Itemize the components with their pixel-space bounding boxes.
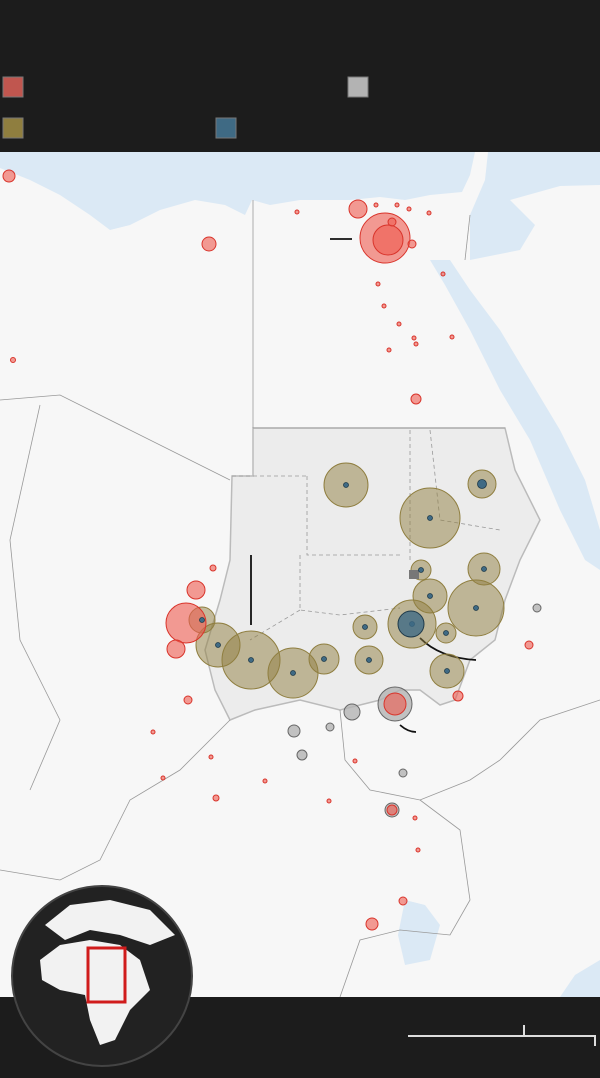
marker [372,224,404,256]
marker [427,593,433,599]
marker [387,217,397,227]
marker [209,564,217,572]
marker [443,630,449,636]
marker [362,624,368,630]
marker [296,749,308,761]
sea [560,960,600,997]
locator-globe [11,885,193,1067]
marker [166,639,186,659]
legend-swatch [215,117,237,139]
sea [470,152,600,260]
marker [396,321,402,327]
marker [352,758,358,764]
marker [413,341,419,347]
marker [386,804,398,816]
borders [0,200,600,998]
marker [365,917,379,931]
marker [410,393,422,405]
leader-lines [250,238,477,733]
marker [287,724,301,738]
marker [183,695,193,705]
marker [199,617,205,623]
marker [375,281,381,287]
marker [394,202,400,208]
marker [212,794,220,802]
marker [366,657,372,663]
marker [381,303,387,309]
marker [343,703,361,721]
marker [325,722,335,732]
marker [186,580,206,600]
marker [440,271,446,277]
marker [348,199,368,219]
marker [10,357,16,363]
marker [165,602,207,644]
header [0,0,600,152]
marker [383,692,407,716]
marker [398,768,408,778]
marker [343,482,349,488]
marker [473,605,479,611]
marker [409,570,419,579]
marker [412,815,418,821]
marker [373,202,379,208]
scale-bar [408,1025,596,1046]
marker [449,334,455,340]
marker [407,239,417,249]
marker [326,798,332,804]
marker [532,603,542,613]
marker [321,656,327,662]
marker [215,642,221,648]
markers [2,169,542,931]
legend-swatch [347,76,369,98]
marker [386,347,392,353]
marker [150,729,156,735]
marker [294,209,300,215]
marker [427,515,433,521]
marker [290,670,296,676]
marker [415,847,421,853]
marker [481,566,487,572]
legend-swatch [2,117,24,139]
marker [426,210,432,216]
marker [406,206,412,212]
marker [398,896,408,906]
marker [160,775,166,781]
marker [2,169,16,183]
marker [262,778,268,784]
marker [418,567,424,573]
marker [477,479,487,489]
lake [398,900,440,965]
marker [444,668,450,674]
sea [0,152,475,230]
marker [452,690,464,702]
marker [524,640,534,650]
red-sea [430,260,600,570]
marker [411,335,417,341]
marker [208,754,214,760]
marker [248,657,254,663]
marker [397,610,425,638]
marker [201,236,217,252]
legend-swatch [2,76,24,98]
